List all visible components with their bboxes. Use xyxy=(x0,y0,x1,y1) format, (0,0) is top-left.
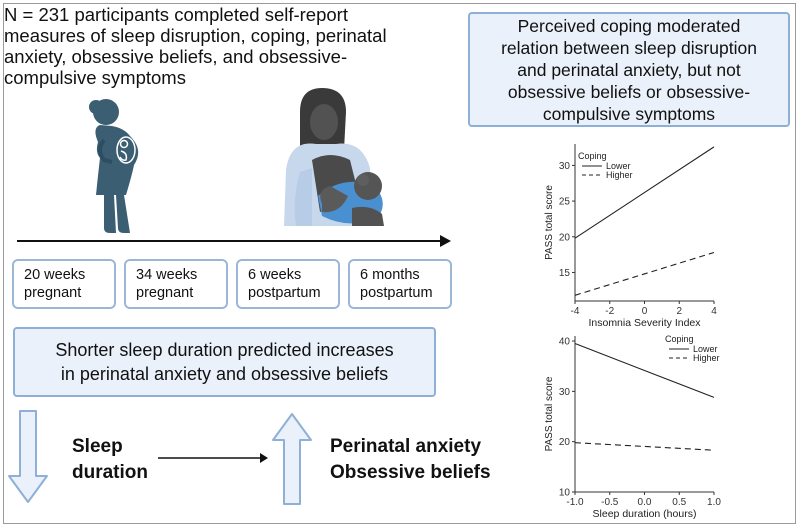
down-arrow-icon xyxy=(8,410,48,503)
outcome-label-line: Obsessive beliefs xyxy=(330,462,491,483)
study-summary-line: compulsive symptoms xyxy=(4,67,186,88)
y-tick-label: 10 xyxy=(559,488,571,499)
y-tick-label: 25 xyxy=(559,197,571,208)
x-tick-label: 4 xyxy=(711,306,717,317)
outcome-label-line: Perinatal anxiety xyxy=(330,436,482,457)
sleep-duration-label-line: Sleep xyxy=(72,436,123,457)
x-tick-label: -4 xyxy=(571,306,580,317)
coping-finding-line: relation between sleep disruption xyxy=(501,37,757,58)
timepoint-label: pregnant xyxy=(136,285,194,301)
x-tick-label: -1.0 xyxy=(566,497,584,508)
legend-label: Lower xyxy=(606,161,631,171)
x-tick-label: 2 xyxy=(676,306,682,317)
x-tick-label: 0.5 xyxy=(672,497,686,508)
timepoint-label: 34 weeks xyxy=(136,267,198,283)
sleep-duration-finding-box: Shorter sleep duration predicted increas… xyxy=(13,327,436,397)
timepoint-34-weeks: 34 weeks pregnant xyxy=(124,259,228,309)
timepoint-label: 6 months xyxy=(360,267,420,283)
timeline-arrow xyxy=(17,235,451,247)
timepoint-20-weeks: 20 weeks pregnant xyxy=(12,259,116,309)
series-line-higher xyxy=(574,442,715,451)
series-line-higher xyxy=(574,251,715,296)
x-tick-label: -2 xyxy=(605,306,614,317)
y-tick-label: 20 xyxy=(559,437,571,448)
x-tick-label: 0.0 xyxy=(638,497,652,508)
mother-baby-icon xyxy=(284,88,384,226)
y-axis-title: PASS total score xyxy=(544,185,555,260)
x-axis-title: Insomnia Severity Index xyxy=(588,317,701,329)
y-axis-title: PASS total score xyxy=(544,376,555,451)
study-summary-line: anxiety, obsessive beliefs, and obsessiv… xyxy=(4,46,348,67)
coping-finding-box: Perceived coping moderated relation betw… xyxy=(468,12,790,127)
sleep-duration-finding-line: Shorter sleep duration predicted increas… xyxy=(55,340,394,360)
pregnant-woman-icon xyxy=(89,99,139,233)
legend-title: Coping xyxy=(665,334,694,344)
x-axis-title: Sleep duration (hours) xyxy=(593,508,697,520)
coping-finding-line: compulsive symptoms xyxy=(542,103,716,124)
timepoint-6-months: 6 months postpartum xyxy=(348,259,452,309)
y-tick-label: 30 xyxy=(559,387,571,398)
sleep-duration-finding-line: in perinatal anxiety and obsessive belie… xyxy=(60,364,389,384)
sleep-duration-label: Sleep duration xyxy=(72,434,148,486)
study-summary: N = 231 participants completed self-repo… xyxy=(4,4,434,88)
coping-finding-line: Perceived coping moderated xyxy=(517,15,741,36)
x-tick-label: 0 xyxy=(642,306,648,317)
timepoint-label: 20 weeks xyxy=(24,267,86,283)
timepoint-label: 6 weeks xyxy=(248,267,302,283)
coping-finding-line: obsessive beliefs or obsessive- xyxy=(507,81,751,102)
coping-finding-line: and perinatal anxiety, but not xyxy=(517,59,741,80)
sleep-duration-label-line: duration xyxy=(72,462,148,483)
illustration-layer xyxy=(17,88,451,247)
legend-label: Higher xyxy=(693,353,720,363)
legend-label: Lower xyxy=(693,344,718,354)
study-summary-line: N = 231 participants completed self-repo… xyxy=(4,4,348,25)
series-line-lower xyxy=(574,146,715,239)
effect-arrow-head xyxy=(260,453,268,463)
bottom-arrows-layer xyxy=(8,410,312,505)
timepoint-label: pregnant xyxy=(24,285,82,301)
y-tick-label: 15 xyxy=(559,268,571,279)
legend-label: Higher xyxy=(606,170,633,180)
y-tick-label: 40 xyxy=(559,337,571,348)
up-arrow-icon xyxy=(272,413,312,505)
study-summary-line: measures of sleep disruption, coping, pe… xyxy=(4,25,387,46)
series-line-lower xyxy=(574,343,715,398)
y-tick-label: 20 xyxy=(559,232,571,243)
x-tick-label: -0.5 xyxy=(601,497,619,508)
x-tick-label: 1.0 xyxy=(707,497,721,508)
timepoint-label: postpartum xyxy=(248,285,321,301)
legend-title: Coping xyxy=(578,151,607,161)
y-tick-label: 30 xyxy=(559,161,571,172)
sleep-duration-chart: 10 20 30 40 -1.0 -0.5 0.0 0.5 1.0 Sleep duration … xyxy=(544,334,721,520)
timepoint-label: postpartum xyxy=(360,285,433,301)
insomnia-chart: 15 20 25 30 -4 -2 0 2 4 Insomnia Severity Index PA… xyxy=(544,144,717,329)
outcome-label: Perinatal anxiety Obsessive beliefs xyxy=(330,434,491,486)
timepoint-6-weeks: 6 weeks postpartum xyxy=(236,259,340,309)
